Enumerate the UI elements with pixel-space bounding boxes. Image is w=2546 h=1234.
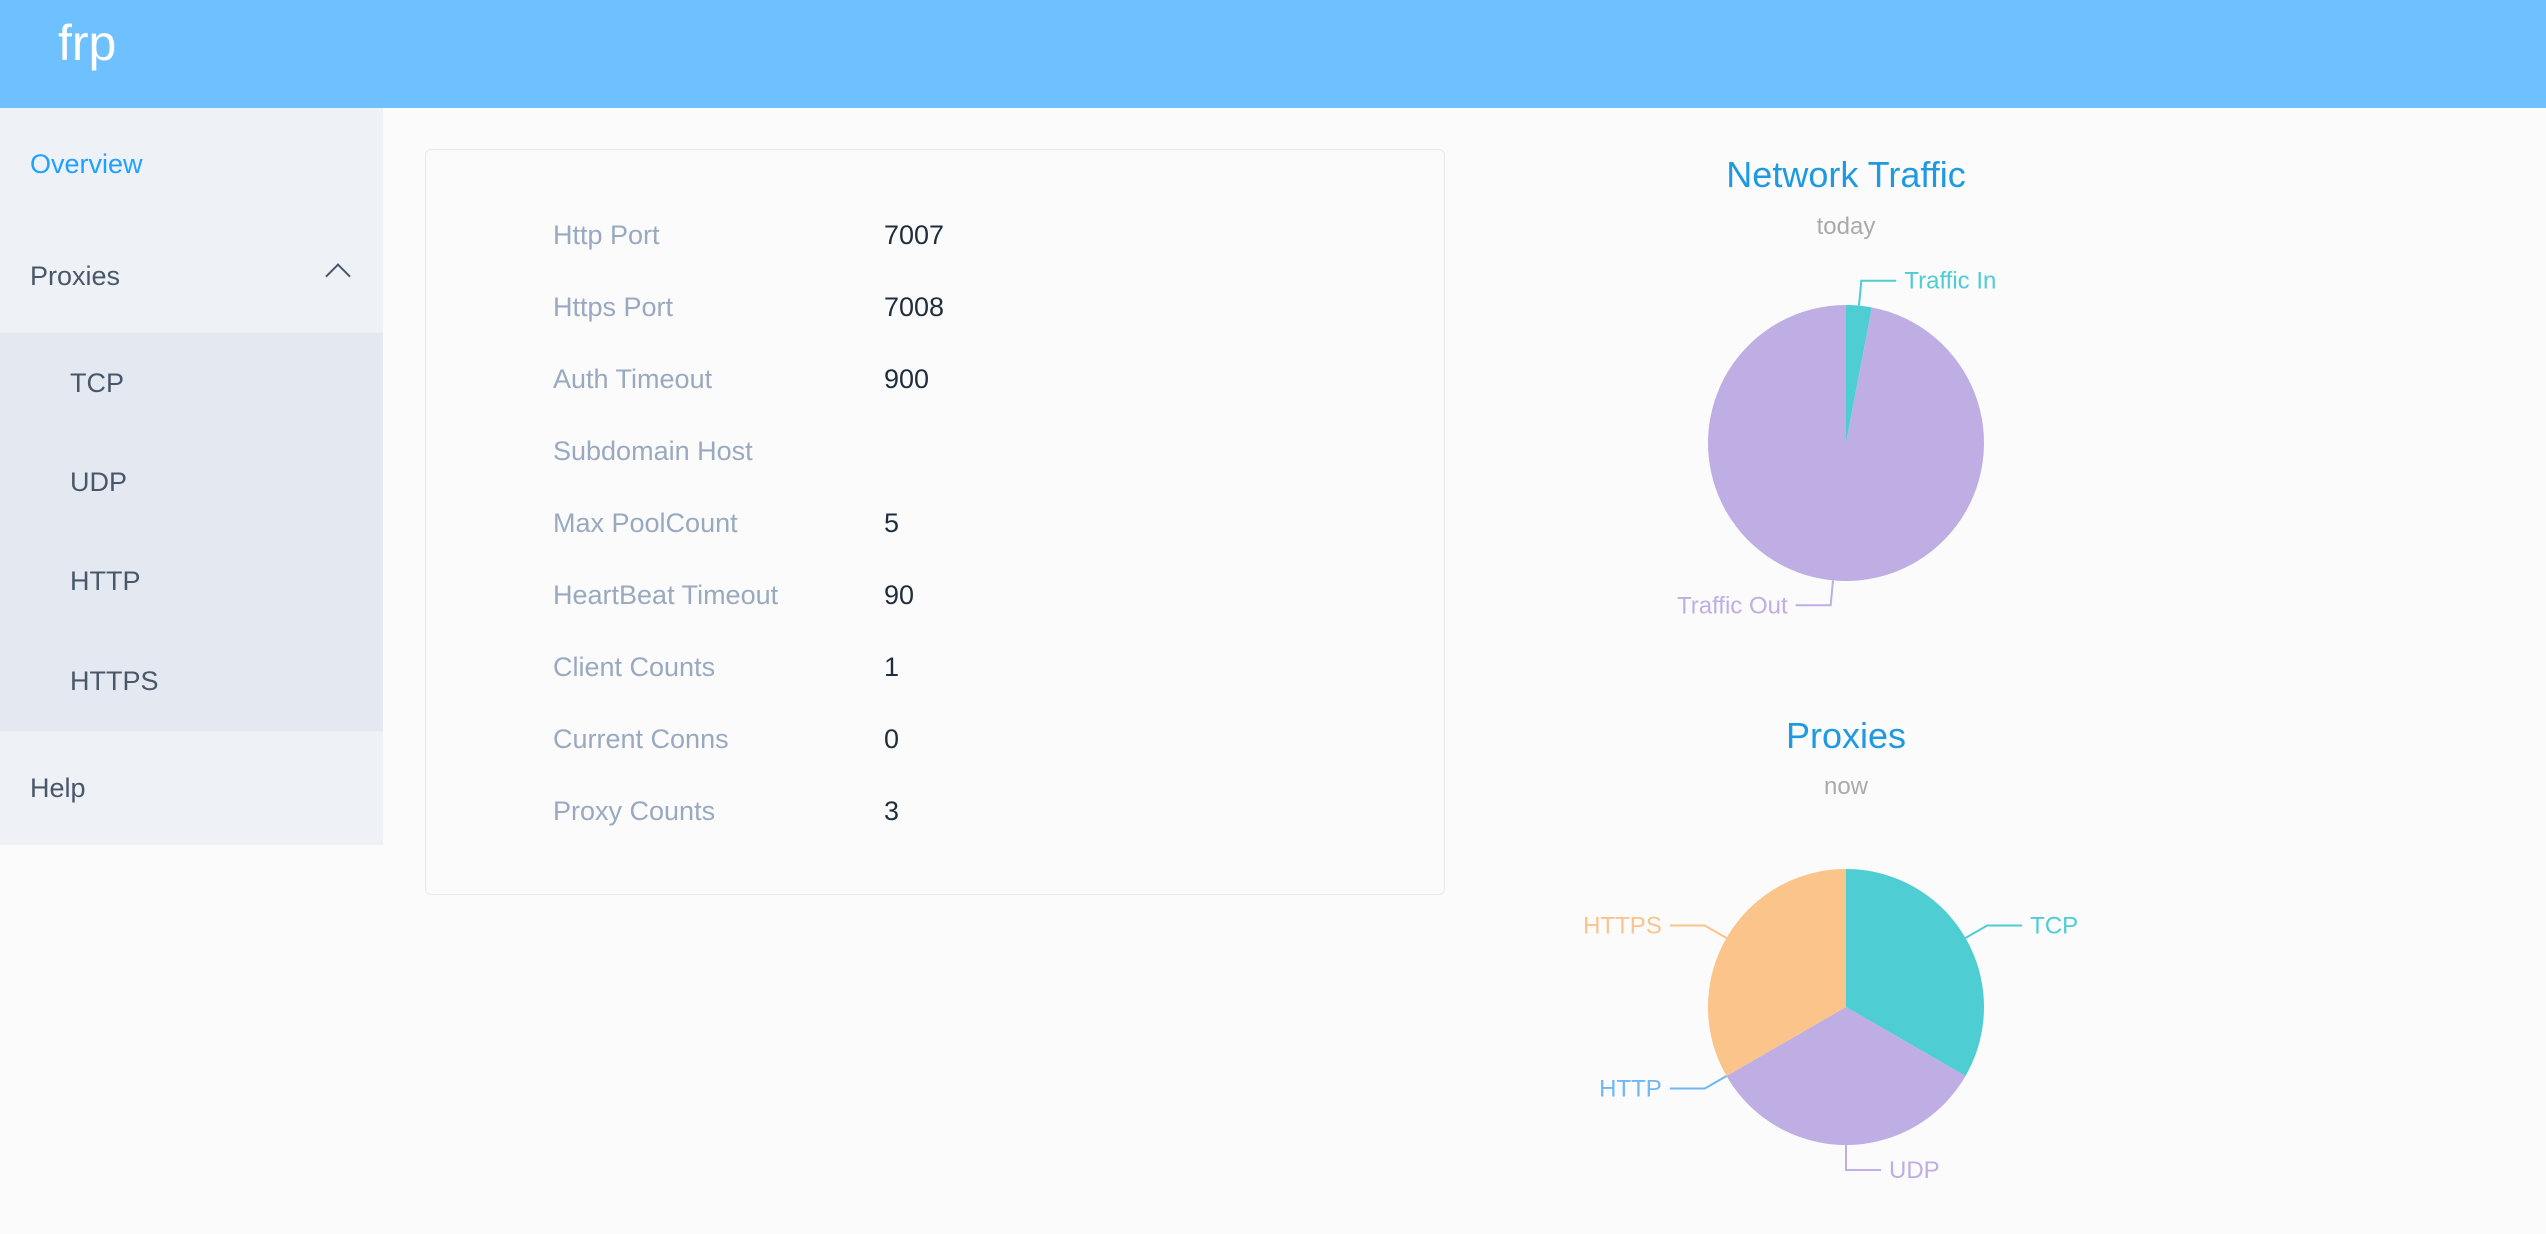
- info-row: Auth Timeout 900: [553, 359, 929, 399]
- info-label: Client Counts: [553, 651, 716, 682]
- info-label: Http Port: [553, 219, 660, 250]
- info-value: 7008: [884, 291, 945, 322]
- sidebar: Overview Proxies TCP UDP HTTP HTTPS Help: [0, 108, 383, 845]
- slice-label: HTTP: [1599, 1076, 1662, 1103]
- slice-label: UDP: [1889, 1157, 1940, 1184]
- info-label: Auth Timeout: [553, 363, 713, 394]
- info-value: 5: [884, 507, 900, 538]
- info-row: Proxy Counts 3: [553, 791, 899, 831]
- info-label: Current Conns: [553, 723, 729, 754]
- info-label: Max PoolCount: [553, 507, 738, 538]
- slice-label: Traffic In: [1904, 268, 1996, 295]
- sidebar-item-overview[interactable]: Overview: [30, 148, 143, 179]
- slice-label: Traffic Out: [1677, 592, 1788, 619]
- info-row: Current Conns 0: [553, 719, 899, 759]
- info-label: Https Port: [553, 291, 674, 322]
- chart-subtitle: now: [1824, 773, 1869, 800]
- label-line: [1669, 924, 1727, 939]
- label-line: [1965, 924, 2023, 939]
- info-row: Max PoolCount 5: [553, 503, 899, 543]
- info-value: 1: [884, 651, 900, 682]
- chart-subtitle: today: [1817, 213, 1876, 240]
- pie-slice[interactable]: [1708, 305, 1984, 581]
- info-row: Http Port 7007: [553, 215, 944, 255]
- sidebar-item-proxies[interactable]: Proxies: [0, 221, 383, 331]
- info-value: 7007: [884, 219, 945, 250]
- sidebar-item-tcp[interactable]: TCP: [70, 367, 124, 398]
- info-value: 0: [884, 723, 900, 754]
- sidebar-item-https[interactable]: HTTPS: [70, 665, 159, 696]
- chart-title: Proxies: [1786, 715, 1906, 756]
- chart-title: Network Traffic: [1726, 154, 1965, 195]
- slice-label: TCP: [2030, 913, 2078, 940]
- info-row: Client Counts 1: [553, 647, 899, 687]
- pie-slice[interactable]: [1708, 869, 1846, 1076]
- info-value: 90: [884, 579, 915, 610]
- info-label: Proxy Counts: [553, 795, 716, 826]
- info-row: HeartBeat Timeout 90: [553, 575, 914, 615]
- sidebar-item-label: Proxies: [30, 260, 121, 291]
- label-line: [1795, 580, 1835, 607]
- info-label: Subdomain Host: [553, 435, 753, 466]
- label-line: [1857, 279, 1897, 306]
- label-line: [1669, 1075, 1727, 1090]
- server-info-card: Http Port 7007 Https Port 7008 Auth Timeout 9…: [425, 149, 1445, 895]
- pie-slice[interactable]: [1846, 305, 1872, 443]
- proxies-submenu: TCP UDP HTTP HTTPS: [0, 333, 383, 731]
- sidebar-item-help[interactable]: Help: [30, 772, 86, 803]
- slice-label: HTTPS: [1583, 913, 1662, 940]
- label-line: [1845, 1145, 1881, 1171]
- sidebar-item-http[interactable]: HTTP: [70, 565, 141, 596]
- info-label: HeartBeat Timeout: [553, 579, 779, 610]
- top-header: frp: [0, 0, 2546, 108]
- brand-logo: frp: [58, 15, 117, 71]
- info-row: Subdomain Host: [553, 431, 884, 471]
- pie-slice[interactable]: [1846, 869, 1984, 1076]
- info-value: 900: [884, 363, 930, 394]
- info-value: 3: [884, 795, 900, 826]
- info-row: Https Port 7008: [553, 287, 944, 327]
- sidebar-item-udp[interactable]: UDP: [70, 466, 128, 497]
